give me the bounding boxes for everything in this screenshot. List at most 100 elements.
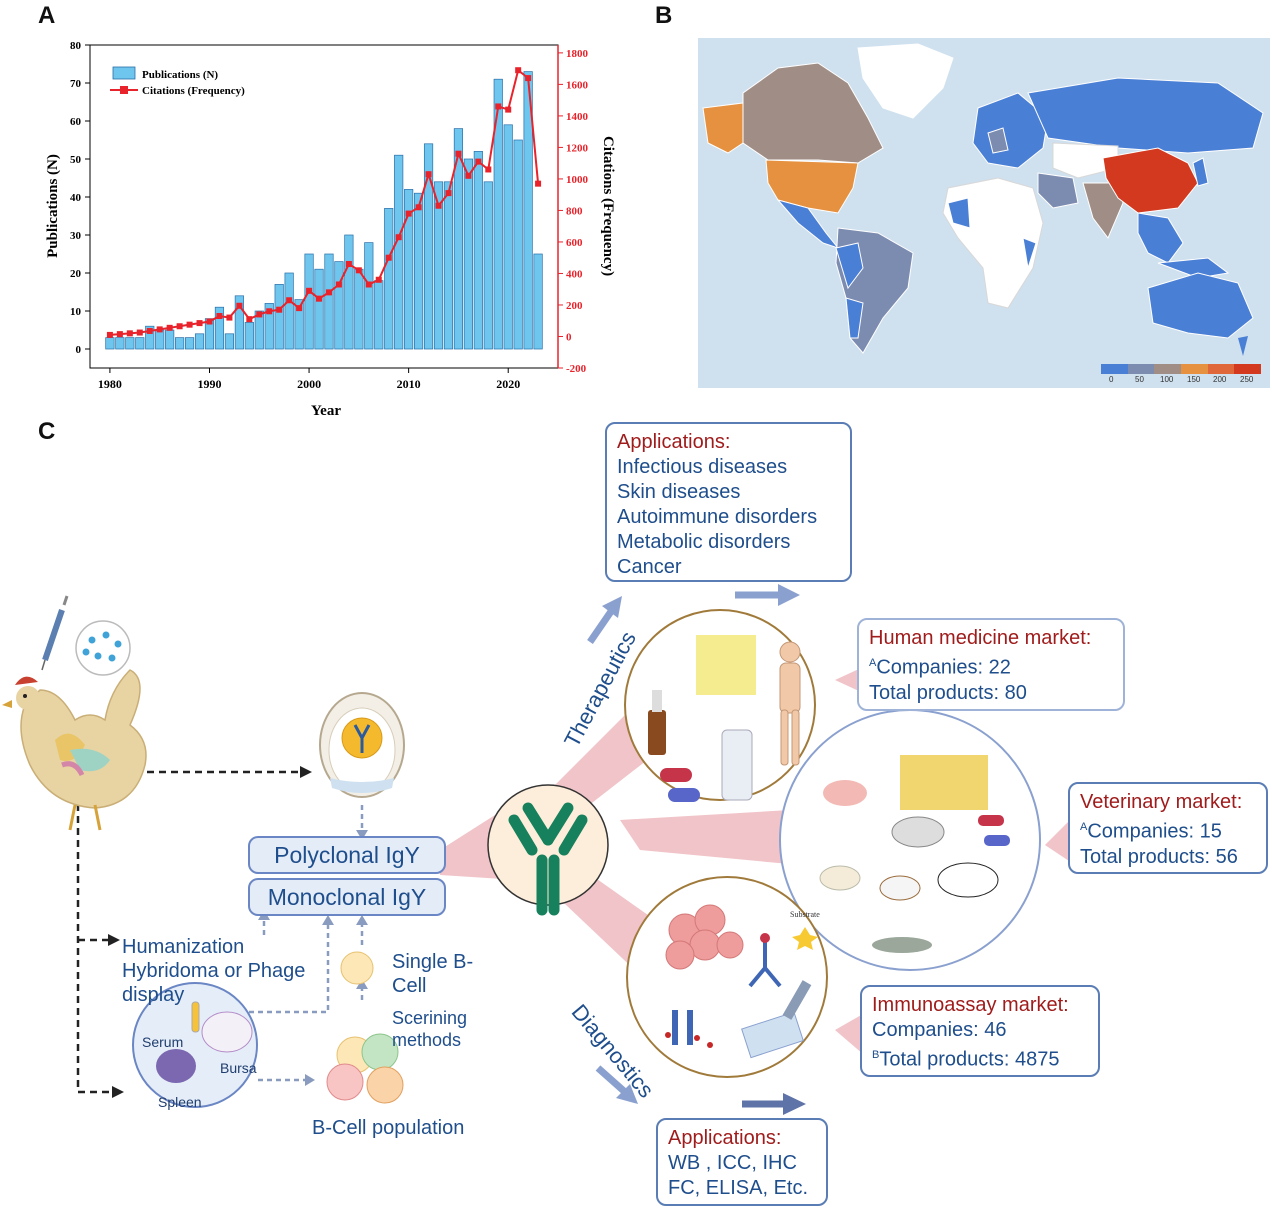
citation-point bbox=[415, 204, 422, 211]
bar bbox=[443, 181, 454, 350]
x-tick-label: 1980 bbox=[98, 377, 122, 391]
antibody-icon bbox=[508, 802, 588, 916]
monoclonal-igy-box: Monoclonal IgY bbox=[248, 878, 446, 916]
citation-point bbox=[306, 287, 313, 294]
b-cell-population-label: B-Cell population bbox=[312, 1117, 465, 1139]
map-legend-tick: 100 bbox=[1160, 375, 1174, 384]
bar bbox=[423, 143, 434, 350]
nasal-spray-icon bbox=[648, 710, 666, 755]
citation-point bbox=[435, 202, 442, 209]
southeast-asia bbox=[1137, 212, 1184, 264]
bar bbox=[483, 181, 493, 350]
y2-tick-label: 1600 bbox=[566, 79, 589, 91]
bar bbox=[254, 310, 264, 350]
panel-letter-b: B bbox=[655, 2, 673, 29]
citation-point bbox=[465, 172, 472, 179]
citation-point bbox=[216, 313, 223, 320]
bar bbox=[224, 333, 234, 350]
humanization-label: Humanization Hybridoma or Phage display bbox=[122, 936, 306, 1006]
capsule-icon-2 bbox=[668, 788, 700, 802]
bar bbox=[354, 268, 364, 350]
citation-point bbox=[186, 321, 193, 328]
bar bbox=[344, 234, 354, 350]
application-item: Autoimmune disorders bbox=[617, 506, 818, 528]
vet-market-companies: Companies: 15 bbox=[1087, 820, 1222, 843]
map-legend-swatch-1 bbox=[1127, 364, 1155, 374]
legend-label-citations: Citations (Frequency) bbox=[142, 85, 245, 97]
citation-point bbox=[525, 75, 532, 82]
panel-letter-c: C bbox=[38, 418, 56, 445]
panel-letter-a: A bbox=[38, 2, 56, 29]
bar bbox=[264, 303, 274, 350]
china bbox=[1102, 147, 1199, 214]
bar bbox=[404, 189, 414, 350]
map-legend-swatch-3 bbox=[1181, 364, 1208, 374]
bursa-icon bbox=[201, 1011, 253, 1053]
citation-point bbox=[126, 330, 133, 337]
dog-icon bbox=[879, 875, 921, 901]
single-b-cell-label: Single B- Cell bbox=[392, 951, 474, 997]
y-tick-label: 40 bbox=[70, 192, 82, 204]
bar bbox=[334, 261, 344, 350]
applications-top-box: Applications: Infectious diseases Skin d… bbox=[605, 422, 852, 582]
map-legend-tick: 200 bbox=[1213, 375, 1227, 384]
cow-icon bbox=[937, 862, 999, 898]
bar bbox=[155, 329, 165, 350]
usa bbox=[765, 159, 859, 214]
immuno-market-products: Total products: 4875 bbox=[879, 1048, 1060, 1071]
map-legend-tick: 150 bbox=[1187, 375, 1201, 384]
capsule-icon-1 bbox=[660, 768, 692, 782]
vial-icon bbox=[721, 729, 753, 801]
bar bbox=[194, 333, 205, 350]
map-legend-tick: 50 bbox=[1135, 375, 1144, 384]
y2-axis-label: Citations (Frequency) bbox=[600, 136, 616, 276]
bar bbox=[214, 306, 225, 350]
therapeutics-circle bbox=[624, 609, 816, 801]
citation-point bbox=[136, 329, 143, 336]
detection-antibody-icon bbox=[748, 940, 782, 988]
y2-tick-label: 1800 bbox=[566, 48, 589, 60]
citation-point bbox=[246, 316, 253, 323]
citation-point bbox=[106, 331, 113, 338]
citation-point bbox=[385, 254, 392, 261]
citation-point bbox=[286, 297, 293, 304]
y2-tick-label: 1000 bbox=[566, 174, 589, 186]
y-tick-label: 30 bbox=[70, 230, 82, 242]
x-tick-label: 1990 bbox=[197, 377, 221, 391]
vet-market-products: Total products: 56 bbox=[1080, 845, 1238, 868]
citation-point bbox=[535, 180, 542, 187]
hen-illustration bbox=[2, 669, 147, 831]
egg-illustration bbox=[319, 692, 405, 798]
bar bbox=[453, 128, 464, 350]
legend-label-publications: Publications (N) bbox=[142, 69, 218, 81]
canada bbox=[742, 62, 884, 164]
application-item: Metabolic disorders bbox=[617, 531, 791, 553]
arrow-diagnostics bbox=[595, 1065, 628, 1095]
y-tick-label: 10 bbox=[70, 306, 82, 318]
x-tick-label: 2020 bbox=[496, 377, 520, 391]
bar bbox=[244, 322, 254, 350]
human-market-title: Human medicine market: bbox=[869, 627, 1092, 649]
citation-point bbox=[196, 320, 203, 327]
diagnostics-circle bbox=[626, 876, 828, 1078]
map-legend-tick: 0 bbox=[1109, 375, 1114, 384]
y2-tick-label: 600 bbox=[566, 237, 583, 249]
bar bbox=[184, 337, 195, 350]
legend-bar-swatch bbox=[112, 66, 136, 80]
map-legend-tick: 250 bbox=[1240, 375, 1254, 384]
spleen-label: Spleen bbox=[158, 1094, 202, 1110]
application-item: Skin diseases bbox=[617, 481, 741, 503]
citation-point bbox=[395, 234, 402, 241]
bar bbox=[284, 272, 294, 350]
bar bbox=[463, 158, 473, 350]
citation-point bbox=[365, 281, 372, 288]
applications-top-title: Applications: bbox=[617, 431, 731, 453]
citation-point bbox=[345, 261, 352, 268]
citation-point bbox=[276, 306, 283, 313]
applications-bottom-line1: WB , ICC, IHC bbox=[668, 1152, 797, 1174]
australia bbox=[1147, 272, 1254, 339]
funnel-veterinary bbox=[620, 810, 800, 865]
footnote-marker: A bbox=[869, 657, 877, 669]
citation-point bbox=[495, 103, 502, 110]
lamb-icon bbox=[819, 865, 861, 891]
